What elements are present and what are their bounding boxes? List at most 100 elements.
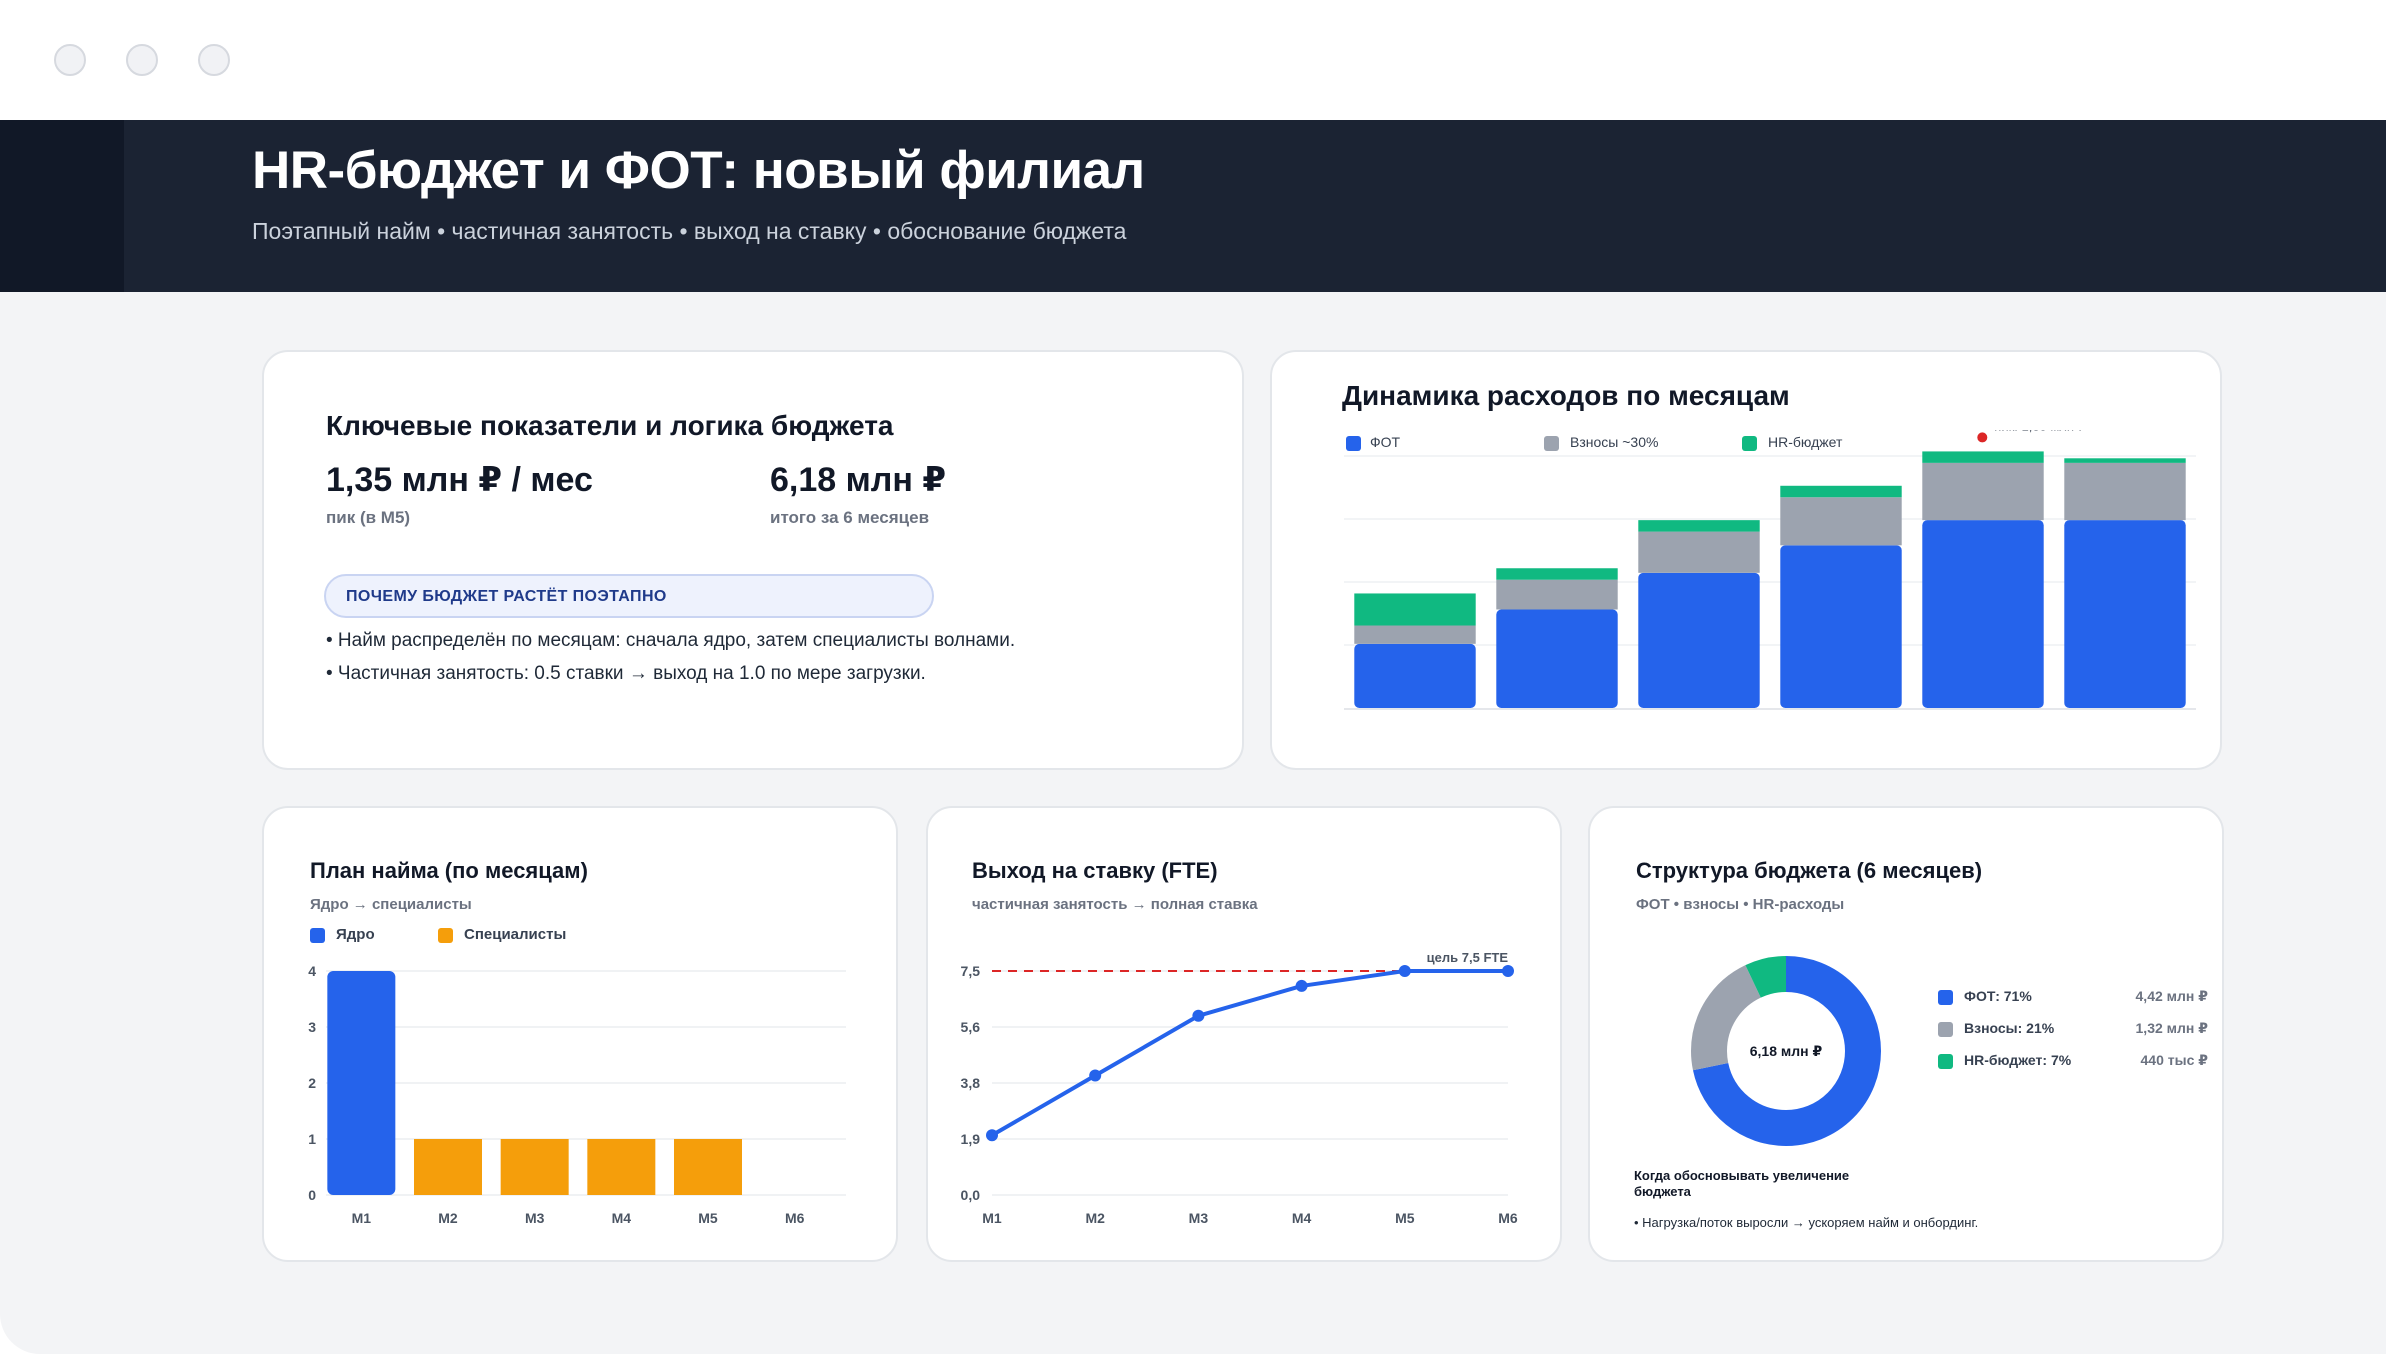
- hiring-ytick: 0: [308, 1187, 316, 1203]
- expenses-peak-marker: [1977, 432, 1988, 443]
- budget-growth-pill-label: ПОЧЕМУ БЮДЖЕТ РАСТЁТ ПОЭТАПНО: [346, 588, 667, 605]
- structure-legend-swatch: [1938, 990, 1953, 1005]
- kpi-total-label: итого за 6 месяцев: [770, 508, 930, 527]
- hiring-chart-title: План найма (по месяцам): [310, 858, 588, 883]
- structure-legend-amount: 4,42 млн ₽: [2135, 988, 2208, 1004]
- fte-chart-subtitle: частичная занятость → полная ставка: [972, 896, 1258, 913]
- expenses-bar-fot: [1780, 545, 1902, 708]
- structure-legend: ФОТ: 71% 4,42 млн ₽ Взносы: 21% 1,32 млн ₽ H…: [1938, 986, 2208, 1086]
- fte-xtick: M4: [1292, 1210, 1312, 1226]
- expenses-bar-hr: [1496, 568, 1618, 580]
- expenses-bar-hr: [1922, 451, 2044, 463]
- hiring-ytick: 4: [308, 963, 316, 979]
- page-subtitle: Поэтапный найм • частичная занятость • в…: [252, 218, 1127, 244]
- legend-label-hr: HR-бюджет: [1768, 434, 1843, 450]
- legend-swatch-specialists: [438, 928, 453, 943]
- structure-chart-subtitle: ФОТ • взносы • HR-расходы: [1636, 896, 1845, 913]
- expenses-bar-hr: [1638, 520, 1760, 532]
- expenses-bar-hr: [2064, 458, 2186, 463]
- kpi-total-value: 6,18 млн ₽: [770, 461, 947, 499]
- hiring-ytick: 3: [308, 1019, 316, 1035]
- hiring-xtick: M2: [438, 1210, 458, 1226]
- fte-ytick: 0,0: [961, 1187, 981, 1203]
- expenses-bar-fot: [1496, 609, 1618, 708]
- structure-legend-label: ФОТ: 71%: [1964, 988, 2032, 1004]
- hiring-xtick: M4: [612, 1210, 632, 1226]
- hiring-xtick: M1: [352, 1210, 372, 1226]
- fte-point: [986, 1129, 998, 1142]
- page-title: HR-бюджет и ФОТ: новый филиал: [252, 141, 1145, 200]
- fte-point: [1295, 979, 1308, 992]
- expenses-bar-contrib: [2064, 462, 2186, 521]
- structure-legend-row: Взносы: 21% 1,32 млн ₽: [1938, 1018, 2208, 1040]
- fte-point: [1089, 1069, 1102, 1082]
- expenses-chart-title: Динамика расходов по месяцам: [1342, 380, 1790, 411]
- structure-note-bullet: • Нагрузка/поток выросли → ускоряем найм…: [1634, 1215, 1979, 1230]
- structure-legend-row: ФОТ: 71% 4,42 млн ₽: [1938, 986, 2208, 1008]
- fte-xtick: M1: [982, 1210, 1002, 1226]
- fte-ytick: 3,8: [961, 1075, 981, 1091]
- fte-chart-title: Выход на ставку (FTE): [972, 858, 1218, 883]
- window-minimize-button[interactable]: [126, 44, 158, 76]
- legend-label-core: Ядро: [336, 926, 375, 943]
- page-header: [0, 120, 2386, 292]
- fte-line: [990, 969, 1508, 1137]
- kpi-card: [262, 350, 1244, 770]
- fte-ytick: 1,9: [961, 1131, 981, 1147]
- structure-legend-amount: 440 тыс ₽: [2140, 1052, 2208, 1068]
- fte-xtick: M6: [1498, 1210, 1518, 1226]
- fte-point: [1192, 1009, 1205, 1022]
- kpi-bullet-parttime: • Частичная занятость: 0.5 ставки → выхо…: [326, 663, 926, 684]
- fte-target-label: цель 7,5 FTE: [1427, 950, 1509, 965]
- legend-swatch-fot: [1346, 436, 1361, 451]
- hiring-bar-specialists: [674, 1139, 742, 1195]
- structure-note-title: Когда обосновывать увеличение бюджета: [1634, 1168, 1850, 1199]
- expenses-bar-contrib: [1354, 625, 1476, 644]
- fte-point: [1398, 965, 1411, 977]
- hiring-bar-specialists: [500, 1139, 569, 1195]
- hiring-xtick: M3: [525, 1210, 545, 1226]
- donut-center-label: 6,18 млн ₽: [1750, 1043, 1823, 1059]
- expenses-bar-contrib: [1780, 497, 1902, 546]
- structure-legend-label: HR-бюджет: 7%: [1964, 1052, 2072, 1068]
- expenses-chart: пик: 1,35 млн ₽: [1344, 430, 2196, 710]
- legend-label-specialists: Специалисты: [464, 926, 567, 943]
- hiring-chart-subtitle: Ядро → специалисты: [310, 896, 472, 913]
- fte-ytick: 5,6: [961, 1019, 981, 1035]
- fte-xtick: M5: [1395, 1210, 1415, 1226]
- structure-legend-label: Взносы: 21%: [1964, 1020, 2055, 1036]
- fte-chart: 0,0 1,9 3,8 5,6 7,5 цель 7,5 FTE M1 M2 M3 M4 M5 M6: [961, 950, 1518, 1226]
- legend-swatch-core: [310, 928, 325, 943]
- kpi-peak-label: пик (в М5): [326, 508, 411, 527]
- fte-card: [926, 806, 1562, 1262]
- hiring-bar-specialists: [414, 1139, 482, 1195]
- structure-chart-title: Структура бюджета (6 месяцев): [1636, 858, 1983, 883]
- fte-point: [1502, 965, 1514, 977]
- header-band: [124, 120, 2386, 292]
- hiring-chart: 0 1 2 3 4 M1 M2 M3 M4 M5 M6: [308, 963, 846, 1226]
- hiring-ytick: 1: [308, 1131, 316, 1147]
- fte-xtick: M2: [1085, 1210, 1105, 1226]
- kpi-peak-value: 1,35 млн ₽ / мес: [326, 461, 593, 499]
- donut-slice-contrib: [1691, 956, 1881, 1146]
- legend-swatch-hr: [1742, 436, 1757, 451]
- fte-ytick: 7,5: [961, 963, 981, 979]
- expenses-peak-label: пик: 1,35 млн ₽: [1994, 430, 2086, 433]
- budget-growth-pill: ПОЧЕМУ БЮДЖЕТ РАСТЁТ ПОЭТАПНО: [324, 574, 934, 618]
- hiring-xtick: M5: [698, 1210, 718, 1226]
- window-titlebar: [0, 0, 2386, 120]
- expenses-bar-hr: [1354, 593, 1476, 626]
- expenses-bar-fot: [2064, 520, 2186, 708]
- structure-donut: 6,18 млн ₽: [1691, 956, 1881, 1146]
- hiring-bar-core: [327, 971, 396, 1195]
- expenses-bar-contrib: [1638, 531, 1760, 573]
- window-close-button[interactable]: [54, 44, 86, 76]
- window-maximize-button[interactable]: [198, 44, 230, 76]
- expenses-bar-contrib: [1922, 462, 2044, 521]
- hiring-ytick: 2: [308, 1075, 316, 1091]
- structure-legend-row: HR-бюджет: 7% 440 тыс ₽: [1938, 1050, 2208, 1072]
- expenses-bar-fot: [1638, 572, 1760, 708]
- expenses-bar-hr: [1780, 485, 1902, 498]
- structure-legend-swatch: [1938, 1054, 1953, 1069]
